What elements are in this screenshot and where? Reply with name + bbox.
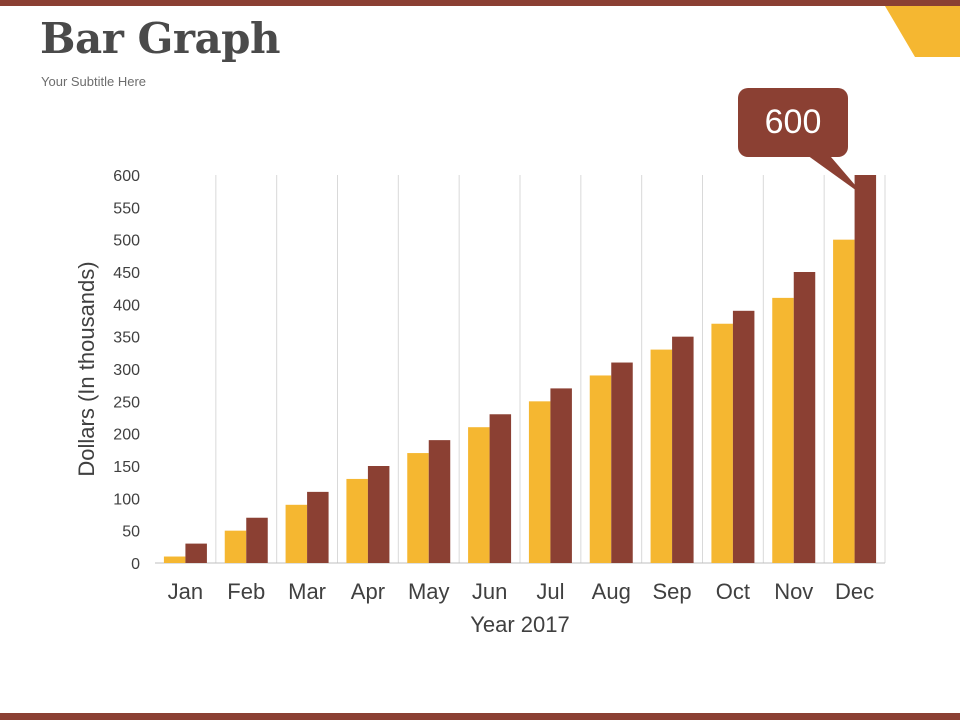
bar-mar-series-1 bbox=[285, 504, 308, 563]
top-accent-bar bbox=[0, 0, 960, 6]
x-tick-label: Apr bbox=[351, 579, 385, 604]
bar-jul-series-2 bbox=[550, 388, 572, 563]
x-tick-label: Nov bbox=[774, 579, 813, 604]
bar-mar-series-2 bbox=[307, 491, 329, 563]
y-tick-label: 200 bbox=[113, 427, 140, 444]
callout-label: 600 bbox=[765, 103, 822, 141]
x-tick-label: Sep bbox=[653, 579, 692, 604]
bar-may-series-2 bbox=[428, 440, 451, 563]
x-tick-label: Oct bbox=[716, 579, 750, 604]
y-tick-label: 350 bbox=[113, 330, 140, 347]
slide-subtitle: Your Subtitle Here bbox=[41, 74, 147, 89]
y-tick-label: 500 bbox=[113, 233, 140, 250]
x-tick-label: Jul bbox=[536, 579, 564, 604]
bar-aug-series-1 bbox=[589, 375, 612, 563]
y-tick-label: 600 bbox=[113, 168, 140, 185]
bar-nov-series-2 bbox=[793, 272, 816, 563]
bar-jan-series-1 bbox=[163, 556, 186, 563]
y-tick-label: 450 bbox=[113, 265, 140, 282]
bar-aug-series-2 bbox=[611, 362, 633, 563]
x-tick-label: Feb bbox=[227, 579, 265, 604]
y-tick-label: 0 bbox=[131, 556, 140, 573]
y-tick-label: 400 bbox=[113, 297, 140, 314]
x-tick-label: Mar bbox=[288, 579, 326, 604]
bar-jan-series-2 bbox=[185, 543, 207, 563]
x-tick-label: Jun bbox=[472, 579, 507, 604]
bar-feb-series-2 bbox=[246, 517, 268, 563]
bar-may-series-1 bbox=[407, 453, 429, 563]
y-tick-label: 50 bbox=[122, 524, 140, 541]
x-tick-label: Aug bbox=[592, 579, 631, 604]
bar-apr-series-1 bbox=[346, 478, 368, 563]
bar-jun-series-2 bbox=[489, 414, 512, 563]
x-axis-title: Year 2017 bbox=[470, 612, 570, 637]
bar-apr-series-2 bbox=[367, 466, 390, 563]
bottom-accent-bar bbox=[0, 713, 960, 720]
bar-feb-series-1 bbox=[224, 530, 247, 563]
bar-dec-series-1 bbox=[833, 239, 855, 563]
bar-sep-series-1 bbox=[650, 349, 673, 563]
bar-sep-series-2 bbox=[672, 336, 694, 563]
x-tick-label: Jan bbox=[168, 579, 203, 604]
y-tick-label: 300 bbox=[113, 362, 140, 379]
y-tick-label: 150 bbox=[113, 459, 140, 476]
callout-pointer bbox=[800, 150, 866, 197]
slide-title: Bar Graph bbox=[40, 14, 281, 63]
x-tick-label: Dec bbox=[835, 579, 874, 604]
bar-nov-series-1 bbox=[772, 297, 794, 563]
y-tick-label: 250 bbox=[113, 394, 140, 411]
bar-oct-series-2 bbox=[732, 310, 755, 563]
bar-jun-series-1 bbox=[468, 427, 490, 563]
y-tick-label: 100 bbox=[113, 491, 140, 508]
bar-oct-series-1 bbox=[711, 323, 733, 563]
y-axis-title: Dollars (In thousands) bbox=[74, 261, 99, 476]
bar-dec-series-2 bbox=[854, 175, 877, 563]
x-tick-label: May bbox=[408, 579, 450, 604]
y-tick-label: 550 bbox=[113, 200, 140, 217]
bar-jul-series-1 bbox=[528, 401, 551, 563]
callout-bubble bbox=[738, 88, 848, 157]
